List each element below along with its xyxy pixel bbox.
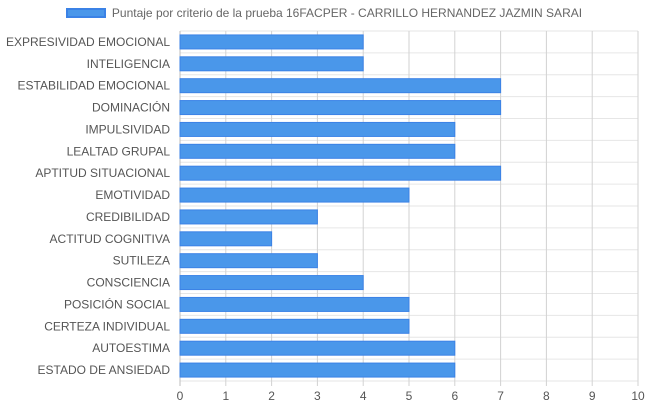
bar: [179, 56, 364, 72]
bar: [179, 296, 410, 312]
x-tick-label: 1: [222, 389, 229, 403]
x-tick-label: 9: [589, 389, 596, 403]
bar: [179, 78, 502, 94]
y-tick-label: CERTEZA INDIVIDUAL: [44, 319, 170, 333]
bar: [179, 275, 364, 291]
bar: [179, 187, 410, 203]
x-tick-label: 4: [360, 389, 367, 403]
legend-swatch: [65, 8, 106, 18]
y-tick-label: DOMINACIÓN: [92, 100, 170, 115]
y-tick-label: EMOTIVIDAD: [95, 188, 170, 202]
y-tick-label: ESTABILIDAD EMOCIONAL: [18, 79, 171, 93]
bar: [179, 143, 456, 159]
y-tick-label: ACTITUD COGNITIVA: [50, 232, 170, 246]
bar: [179, 165, 502, 181]
x-tick-label: 2: [268, 389, 275, 403]
y-tick-label: CONSCIENCIA: [87, 276, 170, 290]
bar: [179, 318, 410, 334]
x-tick-label: 3: [314, 389, 321, 403]
y-tick-label: AUTOESTIMA: [92, 341, 170, 355]
x-tick-label: 10: [631, 389, 645, 403]
bar: [179, 34, 364, 50]
x-tick-label: 0: [177, 389, 184, 403]
bar: [179, 362, 456, 378]
bar: [179, 100, 502, 116]
y-tick-label: ESTADO DE ANSIEDAD: [38, 363, 171, 377]
bar: [179, 253, 318, 269]
y-tick-label: EXPRESIVIDAD EMOCIONAL: [6, 35, 170, 49]
bar: [179, 340, 456, 356]
y-tick-label: INTELIGENCIA: [87, 57, 170, 71]
y-tick-label: SUTILEZA: [113, 254, 170, 268]
x-tick-label: 8: [543, 389, 550, 403]
y-tick-label: IMPULSIVIDAD: [85, 122, 170, 136]
x-tick-label: 6: [451, 389, 458, 403]
x-tick-label: 5: [406, 389, 413, 403]
y-tick-label: POSICIÓN SOCIAL: [64, 296, 170, 311]
y-tick-label: APTITUD SITUACIONAL: [35, 166, 170, 180]
legend-label: Puntaje por criterio de la prueba 16FACP…: [111, 6, 583, 20]
y-tick-label: CREDIBILIDAD: [86, 210, 170, 224]
bar: [179, 121, 456, 137]
chart-legend[interactable]: Puntaje por criterio de la prueba 16FACP…: [0, 6, 648, 20]
y-tick-label: LEALTAD GRUPAL: [67, 144, 171, 158]
x-tick-label: 7: [497, 389, 504, 403]
bar: [179, 231, 273, 247]
bar: [179, 209, 318, 225]
